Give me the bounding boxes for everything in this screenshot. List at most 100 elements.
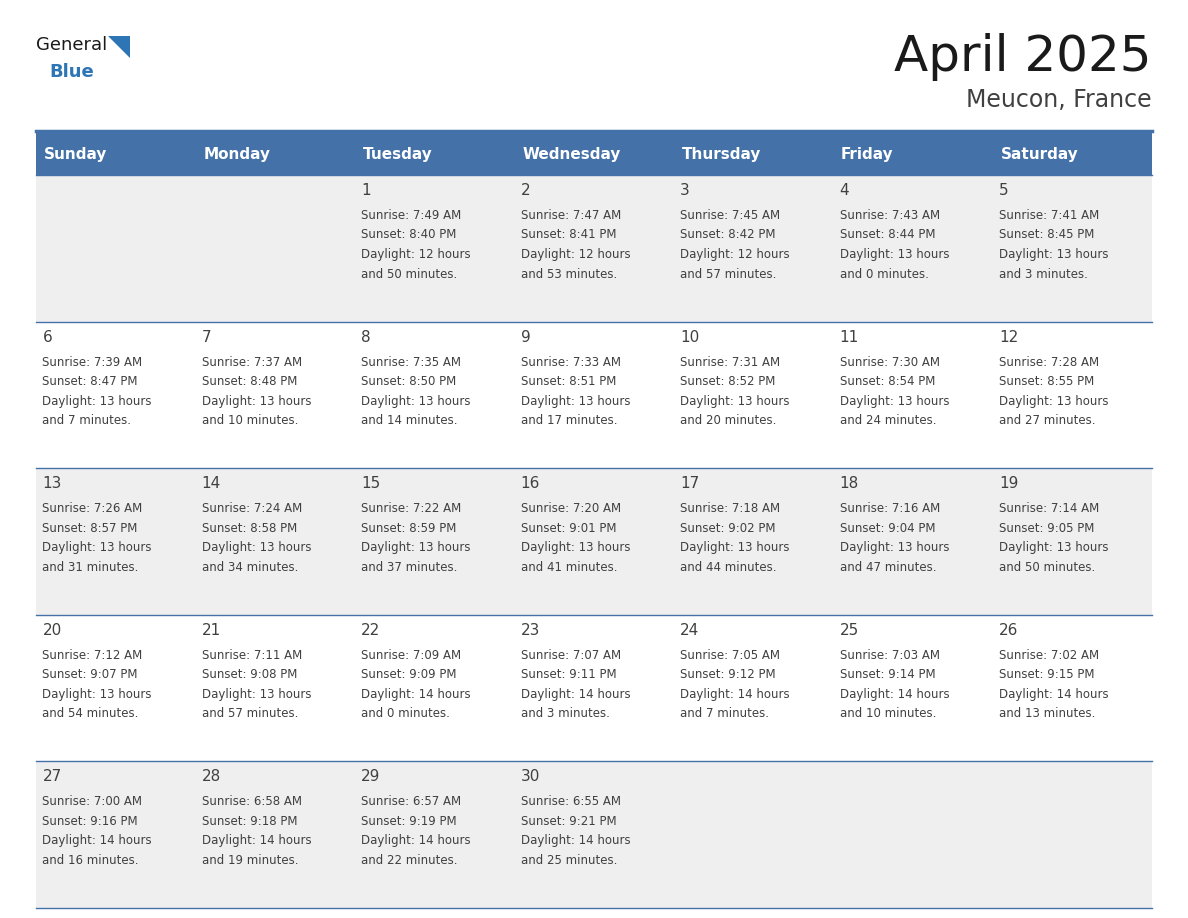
Text: Sunrise: 7:41 AM: Sunrise: 7:41 AM	[999, 209, 1099, 222]
Text: Blue: Blue	[49, 63, 94, 81]
Text: Sunrise: 6:58 AM: Sunrise: 6:58 AM	[202, 795, 302, 809]
Text: and 50 minutes.: and 50 minutes.	[999, 561, 1095, 574]
Text: and 57 minutes.: and 57 minutes.	[202, 707, 298, 721]
Text: Sunrise: 7:07 AM: Sunrise: 7:07 AM	[520, 649, 621, 662]
Text: Thursday: Thursday	[682, 147, 762, 162]
Text: and 37 minutes.: and 37 minutes.	[361, 561, 457, 574]
Text: Sunset: 9:05 PM: Sunset: 9:05 PM	[999, 521, 1094, 534]
Text: Sunset: 9:19 PM: Sunset: 9:19 PM	[361, 815, 457, 828]
Text: Sunrise: 7:37 AM: Sunrise: 7:37 AM	[202, 355, 302, 369]
Text: and 7 minutes.: and 7 minutes.	[680, 707, 769, 721]
Text: Daylight: 13 hours: Daylight: 13 hours	[202, 395, 311, 408]
Text: Daylight: 14 hours: Daylight: 14 hours	[520, 688, 631, 700]
Text: 26: 26	[999, 622, 1018, 638]
Text: 9: 9	[520, 330, 530, 344]
Text: Sunrise: 7:05 AM: Sunrise: 7:05 AM	[680, 649, 781, 662]
Text: 12: 12	[999, 330, 1018, 344]
Text: General: General	[36, 36, 107, 54]
Text: Sunset: 9:18 PM: Sunset: 9:18 PM	[202, 815, 297, 828]
Text: Sunset: 9:15 PM: Sunset: 9:15 PM	[999, 668, 1094, 681]
Text: 21: 21	[202, 622, 221, 638]
Text: Sunset: 8:41 PM: Sunset: 8:41 PM	[520, 229, 617, 241]
Text: and 44 minutes.: and 44 minutes.	[680, 561, 777, 574]
Text: Sunrise: 7:16 AM: Sunrise: 7:16 AM	[840, 502, 940, 515]
Text: Sunrise: 7:11 AM: Sunrise: 7:11 AM	[202, 649, 302, 662]
Text: 7: 7	[202, 330, 211, 344]
Text: 23: 23	[520, 622, 541, 638]
Text: and 41 minutes.: and 41 minutes.	[520, 561, 617, 574]
Text: Sunrise: 7:03 AM: Sunrise: 7:03 AM	[840, 649, 940, 662]
Text: Sunset: 9:07 PM: Sunset: 9:07 PM	[43, 668, 138, 681]
Text: Sunrise: 6:57 AM: Sunrise: 6:57 AM	[361, 795, 461, 809]
Text: Daylight: 13 hours: Daylight: 13 hours	[840, 395, 949, 408]
Text: 17: 17	[680, 476, 700, 491]
Text: Sunrise: 7:12 AM: Sunrise: 7:12 AM	[43, 649, 143, 662]
Text: and 14 minutes.: and 14 minutes.	[361, 414, 457, 427]
Text: Sunrise: 7:09 AM: Sunrise: 7:09 AM	[361, 649, 461, 662]
Bar	[36, 133, 1152, 175]
Text: Daylight: 13 hours: Daylight: 13 hours	[840, 542, 949, 554]
Text: Sunrise: 7:39 AM: Sunrise: 7:39 AM	[43, 355, 143, 369]
Text: Sunset: 9:11 PM: Sunset: 9:11 PM	[520, 668, 617, 681]
Text: April 2025: April 2025	[895, 33, 1152, 81]
Text: Daylight: 14 hours: Daylight: 14 hours	[361, 834, 470, 847]
Text: Daylight: 14 hours: Daylight: 14 hours	[840, 688, 949, 700]
Text: and 3 minutes.: and 3 minutes.	[999, 267, 1088, 281]
Text: Meucon, France: Meucon, France	[966, 88, 1152, 112]
Text: Sunset: 8:55 PM: Sunset: 8:55 PM	[999, 375, 1094, 388]
Text: Daylight: 13 hours: Daylight: 13 hours	[43, 395, 152, 408]
Text: and 17 minutes.: and 17 minutes.	[520, 414, 617, 427]
Text: Daylight: 14 hours: Daylight: 14 hours	[361, 688, 470, 700]
Text: and 13 minutes.: and 13 minutes.	[999, 707, 1095, 721]
Text: Daylight: 14 hours: Daylight: 14 hours	[43, 834, 152, 847]
Text: Sunrise: 7:22 AM: Sunrise: 7:22 AM	[361, 502, 461, 515]
Text: 11: 11	[840, 330, 859, 344]
Text: Sunrise: 7:18 AM: Sunrise: 7:18 AM	[680, 502, 781, 515]
Text: and 53 minutes.: and 53 minutes.	[520, 267, 617, 281]
Text: Daylight: 13 hours: Daylight: 13 hours	[999, 248, 1108, 261]
Text: 13: 13	[43, 476, 62, 491]
Text: 24: 24	[680, 622, 700, 638]
Text: 29: 29	[361, 769, 380, 784]
Text: Sunset: 8:58 PM: Sunset: 8:58 PM	[202, 521, 297, 534]
Text: 4: 4	[840, 183, 849, 198]
Text: Daylight: 13 hours: Daylight: 13 hours	[202, 542, 311, 554]
Text: and 54 minutes.: and 54 minutes.	[43, 707, 139, 721]
Text: 10: 10	[680, 330, 700, 344]
Text: Daylight: 13 hours: Daylight: 13 hours	[999, 542, 1108, 554]
Text: and 47 minutes.: and 47 minutes.	[840, 561, 936, 574]
Text: Sunrise: 7:45 AM: Sunrise: 7:45 AM	[680, 209, 781, 222]
Text: Daylight: 12 hours: Daylight: 12 hours	[520, 248, 631, 261]
Text: Sunday: Sunday	[44, 147, 107, 162]
Text: 25: 25	[840, 622, 859, 638]
Text: Sunset: 9:08 PM: Sunset: 9:08 PM	[202, 668, 297, 681]
Text: and 20 minutes.: and 20 minutes.	[680, 414, 777, 427]
Text: Sunset: 8:48 PM: Sunset: 8:48 PM	[202, 375, 297, 388]
Text: and 24 minutes.: and 24 minutes.	[840, 414, 936, 427]
Bar	[36, 175, 1152, 321]
Text: Sunrise: 7:00 AM: Sunrise: 7:00 AM	[43, 795, 143, 809]
Text: Daylight: 14 hours: Daylight: 14 hours	[680, 688, 790, 700]
Text: Sunset: 9:01 PM: Sunset: 9:01 PM	[520, 521, 617, 534]
Text: 14: 14	[202, 476, 221, 491]
Text: Daylight: 12 hours: Daylight: 12 hours	[680, 248, 790, 261]
Polygon shape	[108, 36, 129, 58]
Text: Sunset: 8:54 PM: Sunset: 8:54 PM	[840, 375, 935, 388]
Text: 30: 30	[520, 769, 541, 784]
Text: and 10 minutes.: and 10 minutes.	[202, 414, 298, 427]
Text: Sunset: 8:52 PM: Sunset: 8:52 PM	[680, 375, 776, 388]
Text: 2: 2	[520, 183, 530, 198]
Text: and 3 minutes.: and 3 minutes.	[520, 707, 609, 721]
Text: and 31 minutes.: and 31 minutes.	[43, 561, 139, 574]
Text: Sunrise: 7:14 AM: Sunrise: 7:14 AM	[999, 502, 1099, 515]
Bar	[36, 761, 1152, 908]
Text: 5: 5	[999, 183, 1009, 198]
Text: and 0 minutes.: and 0 minutes.	[361, 707, 450, 721]
Text: Sunrise: 7:26 AM: Sunrise: 7:26 AM	[43, 502, 143, 515]
Text: Daylight: 13 hours: Daylight: 13 hours	[43, 542, 152, 554]
Text: Sunset: 8:45 PM: Sunset: 8:45 PM	[999, 229, 1094, 241]
Text: 19: 19	[999, 476, 1018, 491]
Text: Sunset: 8:57 PM: Sunset: 8:57 PM	[43, 521, 138, 534]
Text: Sunrise: 7:35 AM: Sunrise: 7:35 AM	[361, 355, 461, 369]
Text: Daylight: 14 hours: Daylight: 14 hours	[520, 834, 631, 847]
